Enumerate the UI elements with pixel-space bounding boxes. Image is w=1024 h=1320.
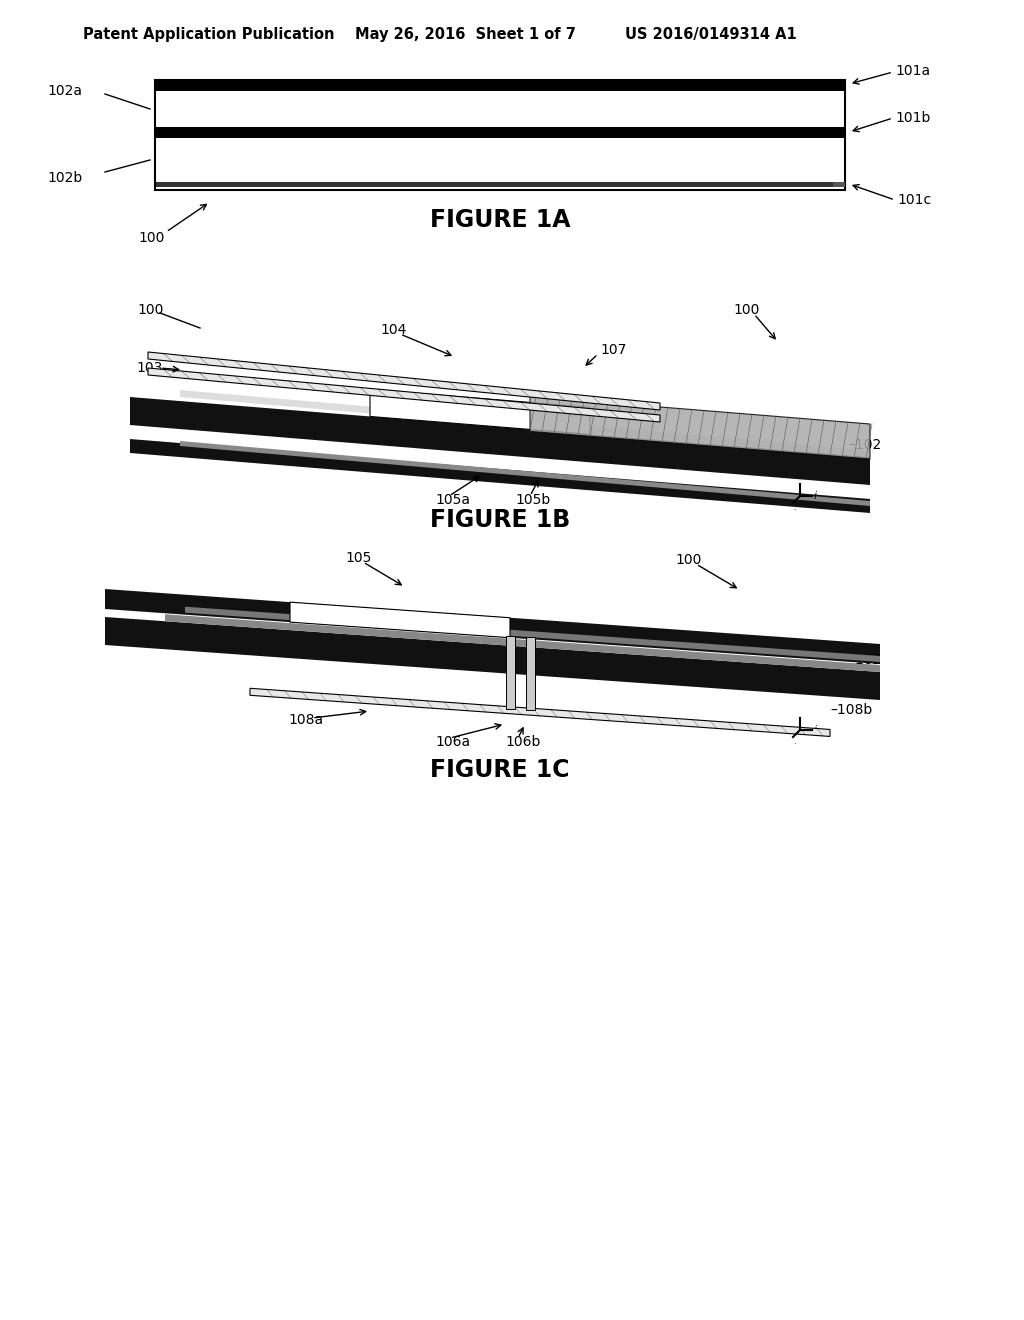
Polygon shape	[180, 441, 870, 506]
Text: –102: –102	[848, 653, 882, 667]
Text: FIGURE 1C: FIGURE 1C	[430, 758, 569, 781]
Polygon shape	[250, 688, 830, 737]
Text: 107: 107	[600, 343, 627, 356]
Text: i: i	[814, 491, 817, 502]
Text: 105a: 105a	[435, 492, 470, 507]
Text: May 26, 2016  Sheet 1 of 7: May 26, 2016 Sheet 1 of 7	[355, 28, 575, 42]
Polygon shape	[290, 602, 510, 638]
Text: Patent Application Publication: Patent Application Publication	[83, 28, 335, 42]
Text: 108a: 108a	[288, 713, 324, 727]
Polygon shape	[105, 589, 880, 664]
Polygon shape	[370, 389, 590, 434]
Bar	[833, 182, 845, 187]
Text: FIGURE 1B: FIGURE 1B	[430, 508, 570, 532]
Text: 102b: 102b	[47, 172, 82, 185]
Text: 100: 100	[137, 304, 164, 317]
Polygon shape	[530, 396, 870, 459]
Polygon shape	[130, 397, 870, 484]
Polygon shape	[130, 440, 870, 513]
Text: 106b: 106b	[505, 735, 541, 748]
Text: 102a: 102a	[47, 84, 82, 98]
Text: 104: 104	[380, 323, 407, 337]
Polygon shape	[105, 616, 880, 700]
Text: 105: 105	[345, 550, 372, 565]
Bar	[155, 81, 845, 91]
Polygon shape	[148, 368, 660, 422]
Text: 100: 100	[138, 231, 165, 246]
Bar	[155, 127, 845, 139]
Text: .: .	[793, 503, 796, 512]
Text: FIGURE 1A: FIGURE 1A	[430, 209, 570, 232]
Text: 100: 100	[733, 304, 760, 317]
Polygon shape	[185, 607, 880, 663]
Text: 100: 100	[675, 553, 701, 568]
Text: i: i	[814, 725, 817, 735]
Bar	[155, 81, 845, 190]
Text: 101c: 101c	[897, 193, 931, 207]
Text: 101b: 101b	[895, 111, 931, 125]
Bar	[526, 638, 535, 710]
Text: 103: 103	[136, 360, 163, 375]
Text: .: .	[793, 738, 796, 747]
Text: –102: –102	[848, 438, 882, 451]
Polygon shape	[148, 352, 660, 411]
Polygon shape	[165, 614, 880, 672]
Bar	[506, 636, 515, 709]
Text: 105b: 105b	[515, 492, 550, 507]
Text: US 2016/0149314 A1: US 2016/0149314 A1	[625, 28, 797, 42]
Text: –108b: –108b	[830, 704, 872, 717]
Text: 106a: 106a	[435, 735, 470, 748]
Polygon shape	[180, 389, 870, 457]
Bar	[155, 182, 845, 187]
Text: 101a: 101a	[895, 63, 930, 78]
